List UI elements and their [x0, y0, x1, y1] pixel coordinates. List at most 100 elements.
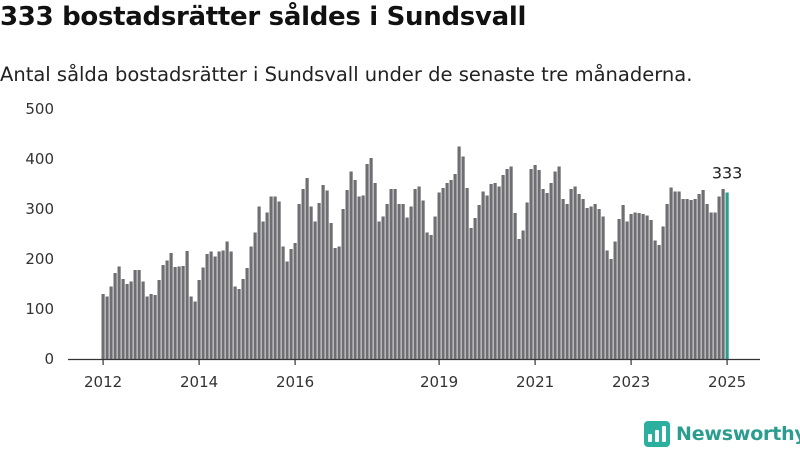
bar — [573, 186, 577, 359]
bar — [429, 235, 433, 359]
y-tick-label: 200 — [25, 250, 54, 268]
bar — [441, 188, 445, 359]
y-tick-label: 100 — [25, 300, 54, 318]
bar — [329, 223, 333, 359]
latest-value-label: 333 — [712, 164, 743, 183]
bar — [209, 251, 213, 359]
bar — [681, 199, 685, 359]
bar — [713, 212, 717, 359]
bar — [153, 295, 157, 359]
bar — [273, 196, 277, 359]
bar — [373, 183, 377, 359]
bar — [561, 199, 565, 359]
bar — [673, 191, 677, 359]
bar — [653, 240, 657, 359]
bar — [177, 266, 181, 359]
bar — [293, 243, 297, 359]
bar — [625, 221, 629, 359]
newsworthy-logo-icon — [644, 421, 670, 447]
chart-subtitle: Antal sålda bostadsrätter i Sundsvall un… — [0, 63, 693, 86]
bar — [397, 204, 401, 359]
bar — [585, 208, 589, 359]
bar — [525, 202, 529, 359]
bar — [121, 279, 125, 359]
bar — [497, 186, 501, 359]
bar — [201, 267, 205, 359]
bar — [701, 190, 705, 359]
bar — [677, 191, 681, 359]
bar — [357, 196, 361, 359]
bar — [489, 184, 493, 359]
bar — [333, 248, 337, 359]
bar — [297, 204, 301, 359]
bar — [521, 230, 525, 359]
bar — [425, 232, 429, 359]
bar — [641, 214, 645, 359]
x-tick-label: 2012 — [84, 373, 122, 391]
bar — [593, 204, 597, 359]
bar — [389, 189, 393, 359]
bar — [325, 190, 329, 359]
bar — [617, 219, 621, 359]
bar — [133, 270, 137, 359]
bar — [473, 218, 477, 359]
bar — [345, 190, 349, 359]
bar — [349, 171, 353, 359]
bar — [721, 189, 725, 359]
bar — [165, 260, 169, 359]
bar — [285, 261, 289, 359]
bar — [385, 204, 389, 359]
bar — [129, 281, 133, 359]
bar — [553, 171, 557, 359]
bar — [241, 279, 245, 359]
bar — [369, 158, 373, 359]
bar — [621, 205, 625, 359]
bar — [317, 203, 321, 359]
bar — [393, 189, 397, 359]
bar — [669, 187, 673, 359]
x-tick-label: 2014 — [180, 373, 218, 391]
bar — [205, 254, 209, 359]
bar — [233, 286, 237, 359]
brand-name: Newsworthy — [676, 423, 800, 445]
bar — [277, 201, 281, 359]
bar — [649, 220, 653, 359]
bar — [609, 259, 613, 359]
bar — [493, 183, 497, 359]
bar — [541, 189, 545, 359]
bar — [557, 166, 561, 359]
bar — [321, 185, 325, 359]
bar — [169, 253, 173, 359]
bar — [437, 192, 441, 359]
bar — [261, 221, 265, 359]
bar — [213, 256, 217, 359]
bar-latest — [725, 192, 729, 359]
bar — [469, 228, 473, 359]
bar — [601, 216, 605, 359]
bar — [597, 209, 601, 359]
bar — [101, 294, 105, 359]
bar — [605, 250, 609, 359]
bar — [589, 206, 593, 359]
bar — [529, 169, 533, 359]
bar — [197, 280, 201, 359]
bar — [353, 180, 357, 359]
bar — [545, 193, 549, 359]
bar — [413, 189, 417, 359]
bar — [533, 165, 537, 359]
x-tick-label: 2025 — [708, 373, 746, 391]
bar — [377, 221, 381, 359]
bar — [117, 266, 121, 359]
bar — [157, 280, 161, 359]
bar — [337, 246, 341, 359]
bar — [249, 246, 253, 359]
bar — [221, 250, 225, 359]
bar — [113, 273, 117, 359]
bar — [577, 194, 581, 359]
bar — [477, 205, 481, 359]
bar — [417, 186, 421, 359]
bar — [313, 221, 317, 359]
bar — [245, 268, 249, 359]
newsworthy-brand[interactable]: Newsworthy — [644, 420, 800, 448]
